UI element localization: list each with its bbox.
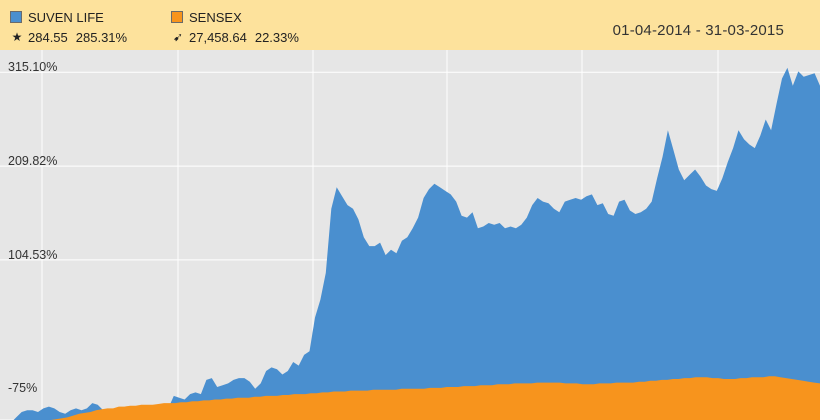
y-tick-label: 104.53%	[8, 248, 57, 262]
star-icon: ★	[11, 30, 23, 44]
suven-life-value: 284.55	[28, 29, 68, 45]
series-area-suven-life[interactable]	[0, 67, 820, 420]
legend-item-suven-life[interactable]: SUVEN LIFE ★ 284.55 285.31%	[10, 8, 135, 46]
trend-arrow-icon: ➹	[172, 30, 184, 44]
date-range: 01-04-2014 - 31-03-2015	[612, 22, 784, 39]
legend-item-sensex[interactable]: SENSEX ➹ 27,458.64 22.33%	[171, 8, 307, 46]
sensex-value: 27,458.64	[189, 29, 247, 45]
sensex-name: SENSEX	[189, 9, 242, 25]
suven-life-name: SUVEN LIFE	[28, 9, 104, 25]
suven-life-swatch-icon	[10, 11, 22, 23]
legend-bar: SUVEN LIFE ★ 284.55 285.31% SENSEX ➹ 27,…	[0, 0, 820, 51]
sensex-change: 22.33%	[254, 29, 299, 45]
area-chart: 315.10% 209.82% 104.53% -75%	[0, 50, 820, 420]
y-tick-label: 315.10%	[8, 60, 57, 74]
y-tick-label: 209.82%	[8, 154, 57, 168]
y-tick-label: -75%	[8, 381, 37, 395]
y-axis-ticks: 315.10% 209.82% 104.53% -75%	[8, 60, 57, 395]
series-areas	[0, 67, 820, 420]
series-area-sensex[interactable]	[0, 376, 820, 420]
suven-life-change: 285.31%	[75, 29, 128, 45]
sensex-swatch-icon	[171, 11, 183, 23]
